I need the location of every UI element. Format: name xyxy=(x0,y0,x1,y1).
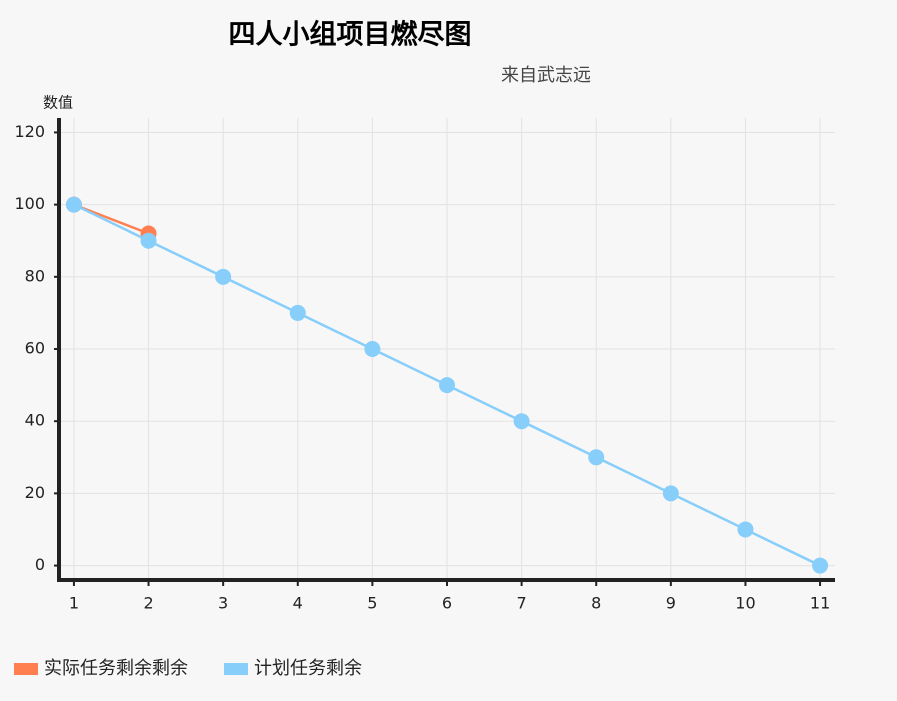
x-tick-label: 10 xyxy=(735,594,755,613)
data-point xyxy=(439,377,455,394)
x-tick-label: 3 xyxy=(218,594,228,613)
chart-subtitle: 来自武志远 xyxy=(501,65,591,86)
data-point xyxy=(588,449,605,466)
x-tick-label: 4 xyxy=(293,594,303,613)
x-tick-label: 6 xyxy=(442,594,452,613)
data-point xyxy=(812,557,829,574)
y-tick-label: 80 xyxy=(25,266,45,285)
x-tick-label: 7 xyxy=(517,594,527,613)
data-point xyxy=(364,341,381,357)
data-point xyxy=(737,521,754,538)
x-tick-label: 5 xyxy=(367,594,377,613)
data-point xyxy=(65,196,82,213)
x-tick-label: 2 xyxy=(143,594,153,613)
legend-label: 实际任务剩余剩余 xyxy=(44,658,188,679)
x-tick-label: 11 xyxy=(810,594,830,613)
y-tick-label: 20 xyxy=(25,483,45,502)
data-point xyxy=(662,485,679,502)
x-tick-label: 8 xyxy=(591,594,601,613)
data-point xyxy=(215,268,232,285)
data-point xyxy=(140,232,157,249)
y-tick-label: 60 xyxy=(25,339,45,358)
y-tick-label: 40 xyxy=(25,411,45,430)
chart-title: 四人小组项目燃尽图 xyxy=(229,19,472,51)
legend-label: 计划任务剩余 xyxy=(254,658,362,679)
legend-swatch xyxy=(224,663,248,675)
legend-swatch xyxy=(14,663,38,675)
x-tick-label: 9 xyxy=(666,594,676,613)
y-tick-label: 120 xyxy=(14,122,45,141)
y-tick-label: 0 xyxy=(35,555,45,574)
data-point xyxy=(513,413,530,430)
y-axis-label: 数值 xyxy=(43,94,73,112)
y-tick-label: 100 xyxy=(14,194,45,213)
data-point xyxy=(289,304,306,321)
x-tick-label: 1 xyxy=(69,594,79,613)
